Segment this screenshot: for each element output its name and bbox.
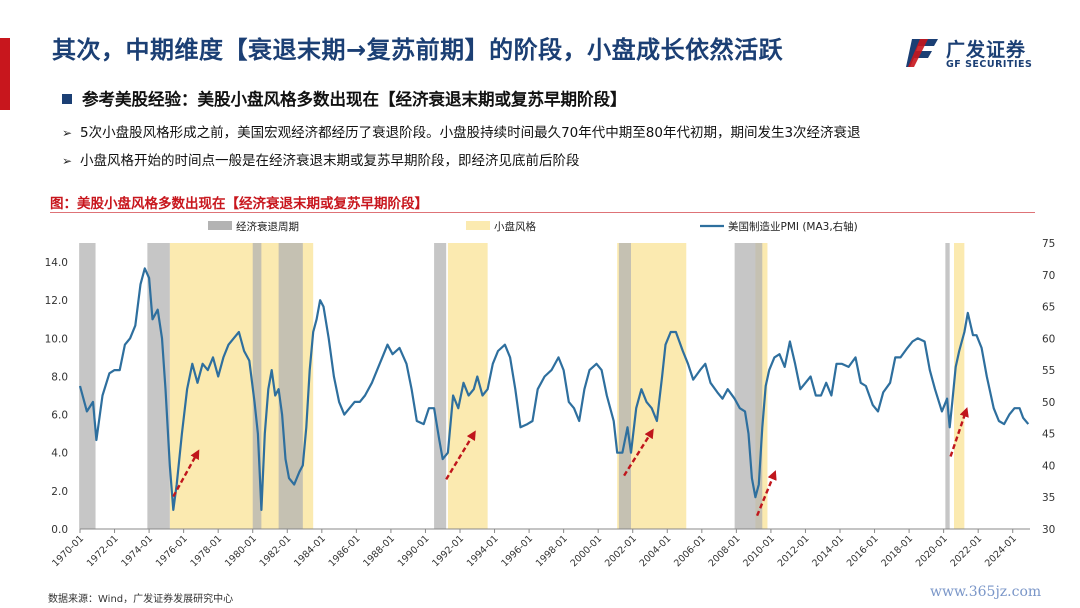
x-tick-label: 1998-01 — [534, 533, 570, 569]
arrow-bullet-icon: ➢ — [62, 126, 73, 140]
small-cap-band — [447, 243, 488, 529]
x-tick-label: 2004-01 — [638, 533, 674, 569]
x-tick-label: 2016-01 — [845, 533, 881, 569]
x-tick-label: 2022-01 — [948, 533, 984, 569]
arrow-bullet-icon: ➢ — [62, 154, 73, 168]
recession-band — [618, 243, 631, 529]
gf-logo-icon — [906, 39, 938, 67]
x-tick-label: 1990-01 — [396, 533, 432, 569]
accent-tab — [0, 38, 10, 110]
left-tick-label: 0.0 — [51, 524, 68, 536]
sub-bullet-1: ➢ 5次小盘股风格形成之前，美国宏观经济都经历了衰退阶段。小盘股持续时间最久70年… — [62, 121, 861, 141]
recession-band — [79, 243, 96, 529]
x-tick-label: 2024-01 — [983, 533, 1019, 569]
recession-band — [278, 243, 303, 529]
sub-bullet-2: ➢ 小盘风格开始的时间点一般是在经济衰退末期或复苏早期阶段，即经济见底前后阶段 — [62, 149, 580, 169]
main-bullet-text: 参考美股经验：美股小盘风格多数出现在【经济衰退末期或复苏早期阶段】 — [82, 90, 627, 109]
gf-logo: 广发证券 GF SECURITIES — [906, 33, 1056, 75]
recession-band — [252, 243, 262, 529]
left-tick-label: 14.0 — [45, 257, 68, 269]
legend-label-small-cap: 小盘风格 — [494, 220, 536, 233]
pmi-series-line — [78, 267, 1030, 511]
x-tick-label: 2014-01 — [810, 533, 846, 569]
x-tick-label: 2000-01 — [568, 533, 604, 569]
x-tick-label: 1980-01 — [223, 533, 259, 569]
x-tick-label: 1988-01 — [361, 533, 397, 569]
right-tick-label: 30 — [1042, 524, 1055, 536]
main-bullet: 参考美股经验：美股小盘风格多数出现在【经济衰退末期或复苏早期阶段】 — [62, 86, 627, 110]
x-tick-label: 2008-01 — [707, 533, 743, 569]
right-tick-label: 35 — [1042, 492, 1055, 504]
x-tick-label: 1984-01 — [292, 533, 328, 569]
x-tick-label: 1992-01 — [430, 533, 466, 569]
recession-band — [945, 243, 950, 529]
left-tick-label: 10.0 — [45, 333, 68, 345]
figure-divider — [50, 212, 1035, 213]
legend-label-pmi: 美国制造业PMI (MA3,右轴) — [728, 220, 858, 233]
small-cap-band — [954, 243, 965, 529]
right-tick-label: 50 — [1042, 397, 1055, 409]
recovery-arrow — [172, 449, 200, 498]
figure-title: 图：美股小盘风格多数出现在【经济衰退末期或复苏早期阶段】 — [50, 196, 428, 212]
legend-swatch-recession — [208, 221, 232, 230]
x-tick-label: 1972-01 — [85, 533, 121, 569]
x-tick-label: 1994-01 — [465, 533, 501, 569]
data-source: 数据来源：Wind，广发证券发展研究中心 — [48, 594, 234, 605]
left-tick-label: 8.0 — [51, 371, 68, 383]
square-bullet-icon — [62, 94, 72, 104]
left-tick-label: 6.0 — [51, 410, 68, 422]
page-title: 其次，中期维度【衰退末期→复苏前期】的阶段，小盘成长依然活跃 — [52, 36, 784, 64]
x-tick-label: 1978-01 — [188, 533, 224, 569]
watermark: www.365jz.com — [930, 584, 1042, 600]
left-tick-label: 2.0 — [51, 486, 68, 498]
right-tick-label: 75 — [1042, 238, 1055, 250]
right-tick-label: 70 — [1042, 270, 1055, 282]
legend-label-recession: 经济衰退周期 — [236, 220, 299, 233]
right-tick-label: 45 — [1042, 429, 1055, 441]
recession-band — [734, 243, 763, 529]
x-tick-label: 2018-01 — [879, 533, 915, 569]
x-tick-label: 2010-01 — [741, 533, 777, 569]
left-tick-label: 4.0 — [51, 448, 68, 460]
recovery-arrow — [623, 428, 654, 477]
right-tick-label: 55 — [1042, 365, 1055, 377]
recovery-arrow — [949, 407, 969, 457]
x-tick-label: 1974-01 — [119, 533, 155, 569]
x-tick-label: 1982-01 — [258, 533, 294, 569]
logo-text: 广发证券 — [946, 39, 1027, 61]
x-tick-label: 1970-01 — [50, 533, 86, 569]
legend-swatch-small-cap — [466, 221, 490, 230]
right-tick-label: 65 — [1042, 302, 1055, 314]
right-tick-label: 40 — [1042, 460, 1055, 472]
left-tick-label: 12.0 — [45, 295, 68, 307]
x-tick-label: 2002-01 — [603, 533, 639, 569]
sub-bullet-text: 5次小盘股风格形成之前，美国宏观经济都经历了衰退阶段。小盘股持续时间最久70年代… — [80, 125, 861, 141]
recession-band — [434, 243, 447, 529]
right-tick-label: 60 — [1042, 333, 1055, 345]
x-tick-label: 1996-01 — [499, 533, 535, 569]
logo-subtext: GF SECURITIES — [946, 59, 1033, 70]
sub-bullet-text: 小盘风格开始的时间点一般是在经济衰退末期或复苏早期阶段，即经济见底前后阶段 — [80, 153, 580, 169]
recovery-arrow — [445, 430, 476, 481]
x-tick-label: 2020-01 — [914, 533, 950, 569]
x-tick-label: 2006-01 — [672, 533, 708, 569]
x-tick-label: 2012-01 — [776, 533, 812, 569]
x-tick-label: 1976-01 — [154, 533, 190, 569]
x-tick-label: 1986-01 — [327, 533, 363, 569]
